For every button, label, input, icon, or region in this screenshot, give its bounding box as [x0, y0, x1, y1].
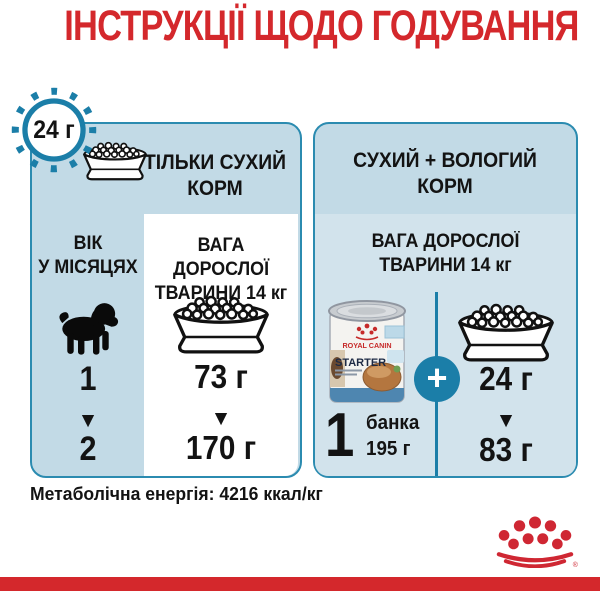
can-product-label: STARTER	[335, 357, 386, 369]
dry-weight-column: ВАГА ДОРОСЛОЇ ТВАРИНИ 14 кг 73 г ▼ 170 г	[144, 214, 298, 476]
registered-mark: ®	[573, 561, 578, 568]
puppy-icon	[59, 303, 119, 355]
arrow-down-icon: ▼	[77, 409, 99, 432]
age-column-header: ВІК У МІСЯЦЯХ	[38, 233, 138, 278]
royal-canin-crown-logo: ®	[496, 516, 578, 568]
can-brand-label: ROYAL CANIN	[342, 341, 391, 350]
metabolic-energy-note: Метаболічна енергія: 4216 ккал/кг	[30, 483, 323, 504]
clock-icon: 24 г	[10, 86, 98, 174]
wet-portion-group: 1 банка 195 г	[325, 401, 423, 470]
dry-amount-to: 170 г	[185, 429, 257, 466]
wet-weight-label: 195 г	[366, 438, 411, 461]
arrow-down-icon: ▼	[495, 409, 517, 432]
dry-wet-food-panel: СУХИЙ + ВОЛОГИЙ КОРМ ВАГА ДОРОСЛОЇ ТВАРИ…	[313, 122, 578, 478]
page-title: ІНСТРУКЦІЇ ЩОДО ГОДУВАННЯ	[64, 2, 579, 50]
wet-unit-label: банка	[366, 412, 420, 435]
can-image: ROYAL CANIN STARTER	[328, 300, 406, 403]
clock-label: 24 г	[33, 115, 75, 144]
dry-mix-amount-to: 83 г	[479, 431, 533, 468]
red-footer-bar	[0, 577, 600, 591]
food-bowl-icon	[173, 295, 269, 354]
dry-wet-weight-header: ВАГА ДОРОСЛОЇ ТВАРИНИ 14 кг	[371, 231, 520, 276]
dry-weight-header: ВАГА ДОРОСЛОЇ ТВАРИНИ 14 кг	[154, 235, 288, 304]
age-from-value: 1	[79, 360, 97, 398]
food-bowl-icon	[458, 303, 554, 362]
clock-ring	[11, 87, 97, 173]
arrow-down-icon: ▼	[210, 407, 232, 430]
dry-food-panel: ТІЛЬКИ СУХИЙ КОРМ ВІК У МІСЯЦЯХ 1 ▼ 2 ВА…	[30, 122, 302, 478]
dry-panel-header: ТІЛЬКИ СУХИЙ КОРМ	[143, 151, 287, 200]
dry-amount-from: 73 г	[194, 358, 248, 395]
dry-wet-panel-header: СУХИЙ + ВОЛОГИЙ КОРМ	[353, 149, 537, 198]
age-to-value: 2	[79, 430, 97, 468]
dry-mix-amount-from: 24 г	[479, 360, 533, 397]
wet-quantity-value: 1	[325, 401, 355, 470]
plus-icon: +	[414, 356, 460, 402]
